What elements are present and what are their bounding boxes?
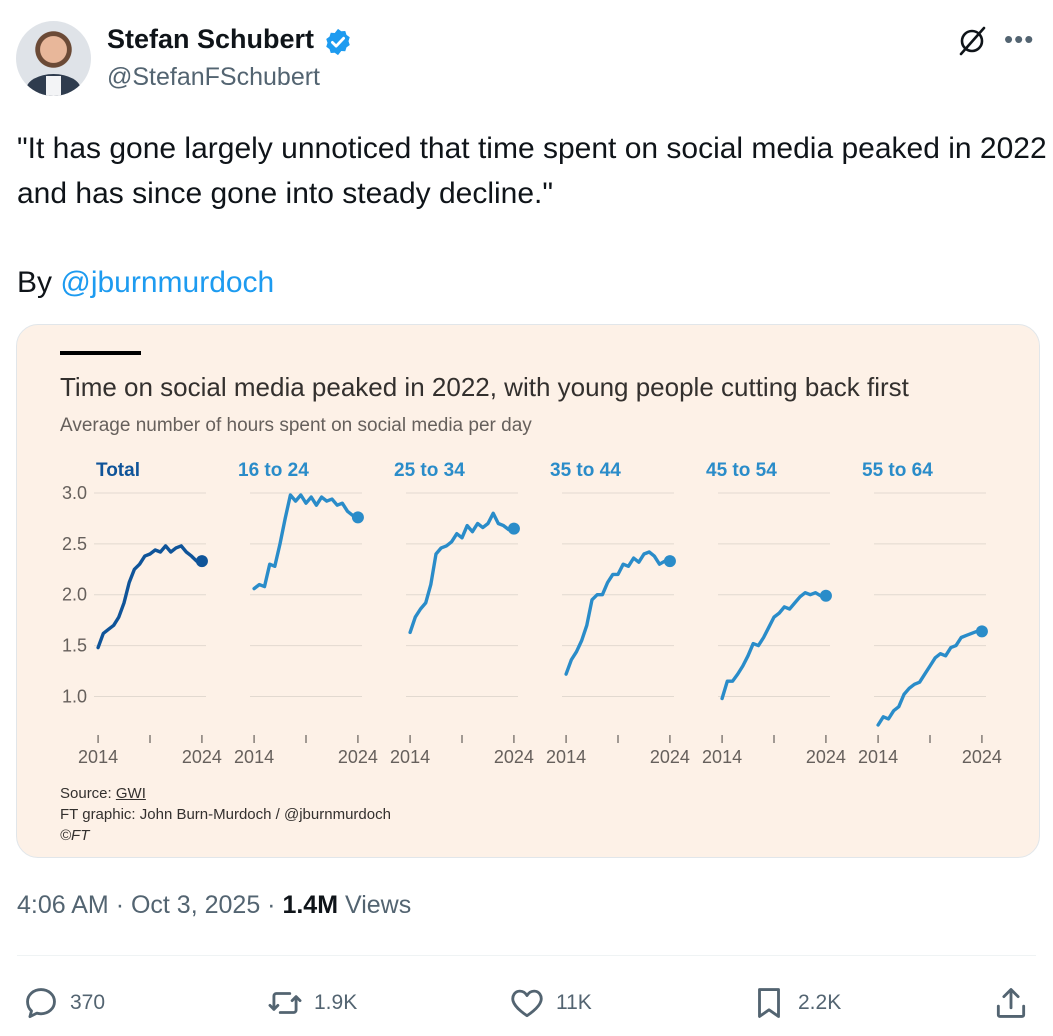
meta-separator: · [115,891,125,919]
bookmark-count: 2.2K [798,991,842,1014]
y-tick-label: 1.5 [62,636,87,656]
x-tick-label: 2024 [338,747,378,767]
source-link: GWI [115,785,146,802]
grok-icon[interactable] [956,25,988,57]
copyright: ©FT [60,827,90,844]
tweet-text: "It has gone largely unnoticed that time… [17,132,1047,210]
series-end-point [351,511,364,524]
x-tick-label: 2024 [494,747,534,767]
tweet-time[interactable]: 4:06 AM [17,891,109,919]
reply-count: 370 [70,991,106,1014]
y-tick-label: 3.0 [62,483,87,503]
avatar[interactable] [16,21,91,96]
x-tick-label: 2014 [390,747,430,767]
series-end-point [819,589,832,602]
panel-label: 25 to 34 [394,460,465,481]
series-end-point [507,522,520,535]
views-count: 1.4M [282,891,339,919]
chart-title: Time on social media peaked in 2022, wit… [60,372,909,402]
repost-button[interactable]: 1.9K [266,983,357,1023]
more-horizontal-icon[interactable]: ••• [1004,24,1035,54]
series-end-point [975,625,988,638]
panel-label: 16 to 24 [238,460,309,481]
x-tick-label: 2014 [234,747,274,767]
share-icon [996,988,1026,1018]
source-label: Source: [60,785,112,802]
verified-badge-icon [326,28,350,56]
x-tick-label: 2024 [806,747,846,767]
share-button[interactable] [992,983,1030,1023]
heart-icon [511,989,543,1018]
x-tick-label: 2014 [702,747,742,767]
repost-icon [268,992,302,1014]
x-tick-label: 2024 [962,747,1002,767]
like-button[interactable]: 11K [508,983,592,1023]
series-line [720,590,828,701]
x-tick-label: 2014 [546,747,586,767]
avatar-collar [46,76,61,96]
x-tick-label: 2024 [182,747,222,767]
tweet-meta: 4:06 AM · Oct 3, 2025 · 1.4M Views [17,891,411,920]
panel-label: 45 to 54 [706,460,777,481]
reply-icon [26,988,56,1019]
y-tick-label: 1.0 [62,686,87,706]
chart-subtitle: Average number of hours spent on social … [60,415,532,436]
author-name[interactable]: Stefan Schubert [107,24,315,54]
repost-count: 1.9K [314,991,358,1014]
bookmark-button[interactable]: 2.2K [750,983,841,1023]
panel-label: 55 to 64 [862,460,933,481]
views-label: Views [345,891,412,919]
x-tick-label: 2014 [78,747,118,767]
panel-label: Total [96,460,140,481]
series-end-point [663,555,676,568]
panel-label: 35 to 44 [550,460,621,481]
y-tick-label: 2.0 [62,585,87,605]
bookmark-icon [758,988,780,1018]
mention-link[interactable]: @jburnmurdoch [60,266,275,299]
series-line [96,544,204,650]
meta-separator: · [267,891,276,919]
x-tick-label: 2024 [650,747,690,767]
ft-brand-bar [60,351,141,355]
graphic-credit: FT graphic: John Burn-Murdoch / @jburnmu… [60,806,391,823]
y-tick-label: 2.5 [62,534,87,554]
x-tick-label: 2014 [858,747,898,767]
by-line: By @jburnmurdoch [17,260,274,305]
chart-image-card[interactable]: Time on social media peaked in 2022, wit… [16,324,1040,858]
small-multiples-chart: 1.0 1.5 2.0 2.5 3.0 Total 2014 2024 16 to 24 2014… [62,460,1002,767]
author-handle[interactable]: @StefanFSchubert [107,63,320,91]
series-line [564,550,672,676]
series-line [252,493,360,591]
tweet-date[interactable]: Oct 3, 2025 [130,891,261,919]
chart-source: Source: GWI FT graphic: John Burn-Murdoc… [60,783,391,846]
series-line [876,629,984,727]
reply-button[interactable]: 370 [22,983,105,1023]
divider [17,955,1036,956]
like-count: 11K [556,991,592,1014]
by-prefix: By [17,266,53,299]
series-line [408,511,516,635]
series-end-point [195,555,208,568]
